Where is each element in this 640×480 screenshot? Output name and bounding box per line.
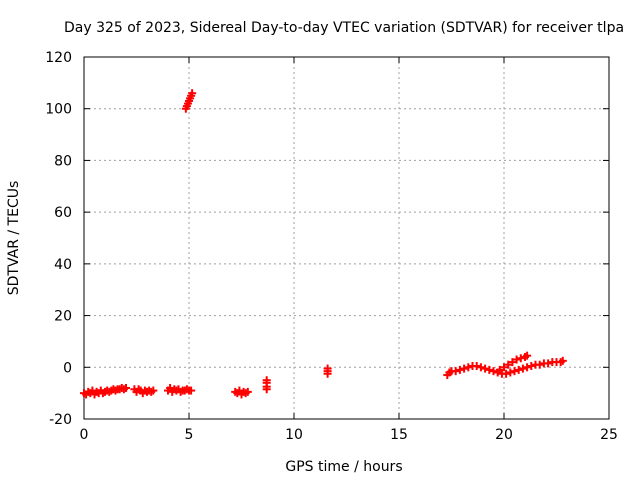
data-point — [523, 363, 532, 372]
data-point — [508, 358, 517, 367]
data-point — [527, 361, 536, 370]
x-tick-label: 15 — [390, 427, 408, 443]
data-point — [464, 363, 473, 372]
y-tick-label: 120 — [45, 50, 72, 66]
data-point — [500, 363, 508, 372]
data-point — [485, 365, 494, 374]
data-point — [472, 361, 481, 370]
data-point — [502, 369, 511, 378]
data-point — [451, 367, 460, 376]
x-tick-label: 20 — [495, 427, 513, 443]
data-point — [535, 360, 544, 369]
y-tick-label: 0 — [63, 360, 72, 376]
x-tick-label: 0 — [80, 427, 89, 443]
x-tick-label: 25 — [600, 427, 618, 443]
y-axis-label: SDTVAR / TECUs — [6, 181, 22, 296]
axis-ticks: 0 5 10 15 20 25 -20 0 20 40 60 80 100 120 — [45, 50, 618, 443]
data-point — [512, 355, 521, 364]
data-point — [262, 385, 271, 394]
data-point — [510, 367, 519, 376]
data-point — [187, 386, 196, 395]
data-point — [523, 351, 532, 360]
y-tick-label: 80 — [54, 153, 72, 169]
data-point — [495, 365, 504, 374]
y-tick-label: 60 — [54, 205, 72, 221]
y-tick-label: 20 — [54, 309, 72, 325]
data-point — [481, 364, 490, 373]
data-point — [518, 364, 527, 373]
data-points — [80, 89, 567, 399]
data-point — [476, 363, 485, 372]
x-tick-label: 10 — [285, 427, 303, 443]
data-point — [122, 383, 130, 392]
data-point — [516, 354, 525, 363]
grid-lines — [84, 57, 609, 419]
data-point — [243, 387, 252, 396]
data-point — [323, 369, 332, 378]
data-point — [504, 360, 513, 369]
data-point — [544, 359, 553, 368]
data-point — [506, 368, 515, 377]
y-tick-label: -20 — [49, 412, 72, 428]
y-tick-label: 100 — [45, 102, 72, 118]
data-point — [149, 386, 158, 395]
y-tick-label: 40 — [54, 257, 72, 273]
data-point — [460, 364, 469, 373]
x-tick-label: 5 — [185, 427, 194, 443]
x-axis-label: GPS time / hours — [285, 459, 402, 475]
data-point — [455, 365, 464, 374]
data-point — [558, 356, 567, 365]
chart-title: Day 325 of 2023, Sidereal Day-to-day VTE… — [64, 20, 624, 36]
plot-frame — [83, 56, 610, 420]
data-point — [188, 89, 197, 98]
data-point — [514, 365, 523, 374]
data-point — [489, 367, 498, 376]
